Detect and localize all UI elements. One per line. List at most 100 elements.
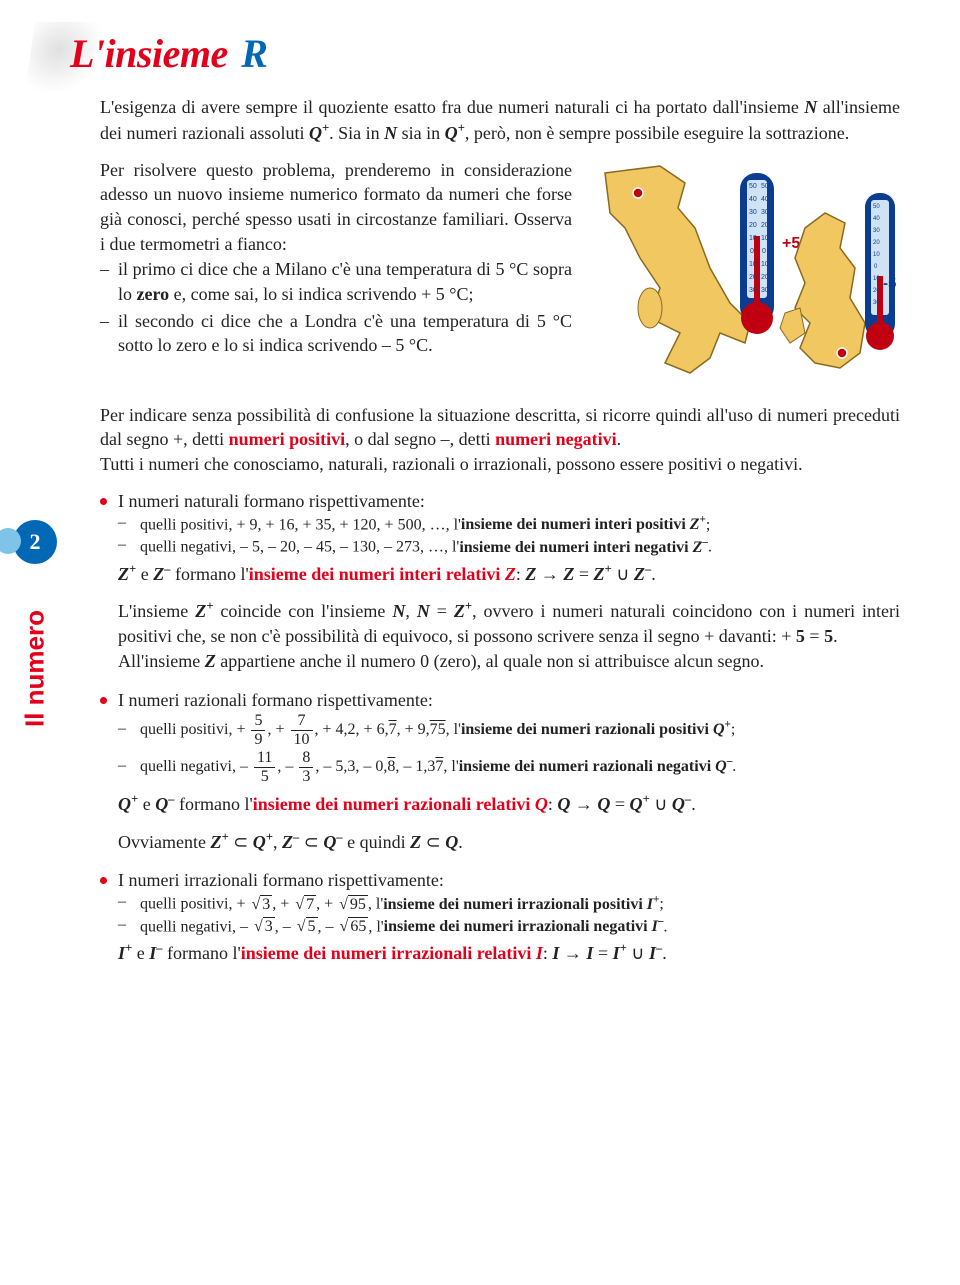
bullet-head: I numeri razionali formano rispettivamen… (100, 688, 900, 713)
sym: Z– (153, 564, 170, 584)
side-rail: 2 Il numero (0, 520, 70, 727)
sym: I (613, 943, 620, 963)
tick: 20 (749, 222, 757, 229)
text: , o dal segno –, detti (345, 429, 495, 449)
sym: Z (410, 832, 421, 852)
text: , (405, 601, 416, 621)
q-union-line: Q+ e Q– formano l'insieme dei numeri raz… (118, 791, 900, 817)
tick: 30 (749, 287, 757, 294)
uk-shape (795, 213, 865, 368)
union-icon: ∪ (654, 794, 667, 814)
den: 5 (254, 768, 275, 785)
tick: 20 (749, 274, 757, 281)
sym: N (392, 601, 405, 621)
tick: 30 (749, 209, 757, 216)
sym: Q (253, 832, 266, 852)
text: Tutti i numeri che conosciamo, naturali,… (100, 454, 803, 474)
text: e (138, 794, 155, 814)
den: 3 (299, 768, 313, 785)
rad: 7 (304, 895, 316, 913)
text: appartiene anche il numero 0 (zero), al … (216, 651, 764, 671)
list-item: quelli positivi, + 3, + 7, + 95, l'insie… (118, 893, 900, 913)
text: Ovviamente (118, 832, 210, 852)
den: 10 (291, 731, 313, 748)
milan-marker-icon (633, 188, 643, 198)
term: insieme dei numeri interi positivi Z+ (461, 516, 706, 533)
text: formano l' (174, 794, 252, 814)
set-Qplus: Q+ (445, 123, 465, 143)
tick: 10 (749, 235, 757, 242)
sym: Z+ (210, 832, 228, 852)
set-N: N (384, 123, 397, 143)
sym: Z (210, 832, 221, 852)
sym: Q+ (253, 832, 273, 852)
list-item: quelli negativi, – 115, – 83, – 5,3, – 0… (118, 750, 900, 785)
bullet-integers: I numeri naturali formano rispettivament… (100, 489, 900, 674)
text: e (136, 564, 153, 584)
text: il secondo ci dice che a Londra c'è una … (118, 311, 572, 356)
tick: 30 (761, 209, 769, 216)
sym: I (586, 943, 593, 963)
text: , l' (368, 896, 383, 913)
thermometer-map-figure: 5050 4040 3030 2020 1010 00 1010 2020 30… (590, 158, 900, 393)
sym: Z (690, 516, 700, 533)
fraction: 115 (254, 750, 275, 785)
tick: 40 (749, 196, 757, 203)
rad: 3 (263, 917, 275, 935)
list-item: quelli negativi, – 5, – 20, – 45, – 130,… (118, 536, 900, 556)
text: insieme dei numeri interi positivi (461, 516, 690, 533)
den: 9 (251, 731, 265, 748)
text: insieme dei numeri razionali relativi (253, 794, 535, 814)
subset-icon: ⊂ (426, 832, 441, 852)
london-marker-icon (837, 348, 847, 358)
term-positive: numeri positivi (229, 429, 346, 449)
text: sia in (397, 123, 445, 143)
tick: 20 (761, 274, 769, 281)
fraction: 59 (251, 713, 265, 748)
term: insieme dei numeri razionali positivi Q+ (461, 721, 731, 738)
sym: Q (445, 832, 458, 852)
thermometer-paragraph: Per risolvere questo problema, prenderem… (100, 158, 572, 361)
sym: I+ (613, 943, 627, 963)
sym: 5 (796, 626, 805, 646)
set-N: N (804, 97, 817, 117)
text: . Sia in (329, 123, 384, 143)
section-vertical-label: Il numero (20, 610, 51, 727)
text: quelli positivi, (140, 896, 236, 913)
sqrt: 3 (249, 896, 272, 914)
sym: Z (153, 564, 164, 584)
two-column-block: Per risolvere questo problema, prenderem… (100, 158, 900, 393)
sym: Z+ (118, 564, 136, 584)
sym: Q+ (118, 794, 138, 814)
sym: Q (445, 123, 458, 143)
text: : (548, 794, 558, 814)
tick: 30 (873, 300, 880, 306)
tick: 0 (750, 248, 754, 255)
title-word-1: L'insieme (70, 31, 228, 76)
thermometer-list: il primo ci dice che a Milano c'è una te… (100, 257, 572, 358)
intro-paragraph: L'esigenza di avere sempre il quoziente … (100, 95, 900, 146)
tick: 10 (761, 235, 769, 242)
tick: 0 (762, 248, 766, 255)
list-item: il primo ci dice che a Milano c'è una te… (100, 257, 572, 307)
sym: I– (649, 943, 662, 963)
sym: Z (525, 564, 536, 584)
list-item: quelli positivi, + 59, + 710, + 4,2, + 6… (118, 713, 900, 748)
term: insieme dei numeri irrazionali relativi … (241, 943, 543, 963)
text: . (617, 429, 622, 449)
val: – 5,3 (323, 758, 355, 775)
text: insieme dei numeri razionali negativi (459, 758, 715, 775)
text: , l' (443, 758, 458, 775)
tick: 20 (873, 288, 880, 294)
term: insieme dei numeri interi relativi Z (249, 564, 516, 584)
sym: Q– (323, 832, 342, 852)
sym: Z+ (454, 601, 472, 621)
sym: Z– (282, 832, 299, 852)
integers-list: quelli positivi, + 9, + 16, + 35, + 120,… (118, 514, 900, 557)
bullet-rationals: I numeri razionali formano rispettivamen… (100, 688, 900, 854)
sym: Z (634, 564, 645, 584)
italy-thermometer: 5050 4040 3030 2020 1010 00 1010 2020 30… (740, 173, 774, 334)
sym: Q (715, 758, 727, 775)
sqrt: 3 (252, 918, 275, 936)
text: insieme dei numeri irrazionali negativi (384, 918, 652, 935)
